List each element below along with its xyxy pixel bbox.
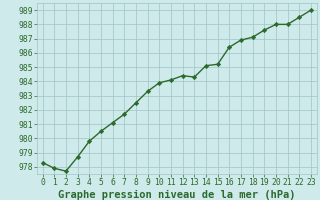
- X-axis label: Graphe pression niveau de la mer (hPa): Graphe pression niveau de la mer (hPa): [58, 190, 296, 200]
